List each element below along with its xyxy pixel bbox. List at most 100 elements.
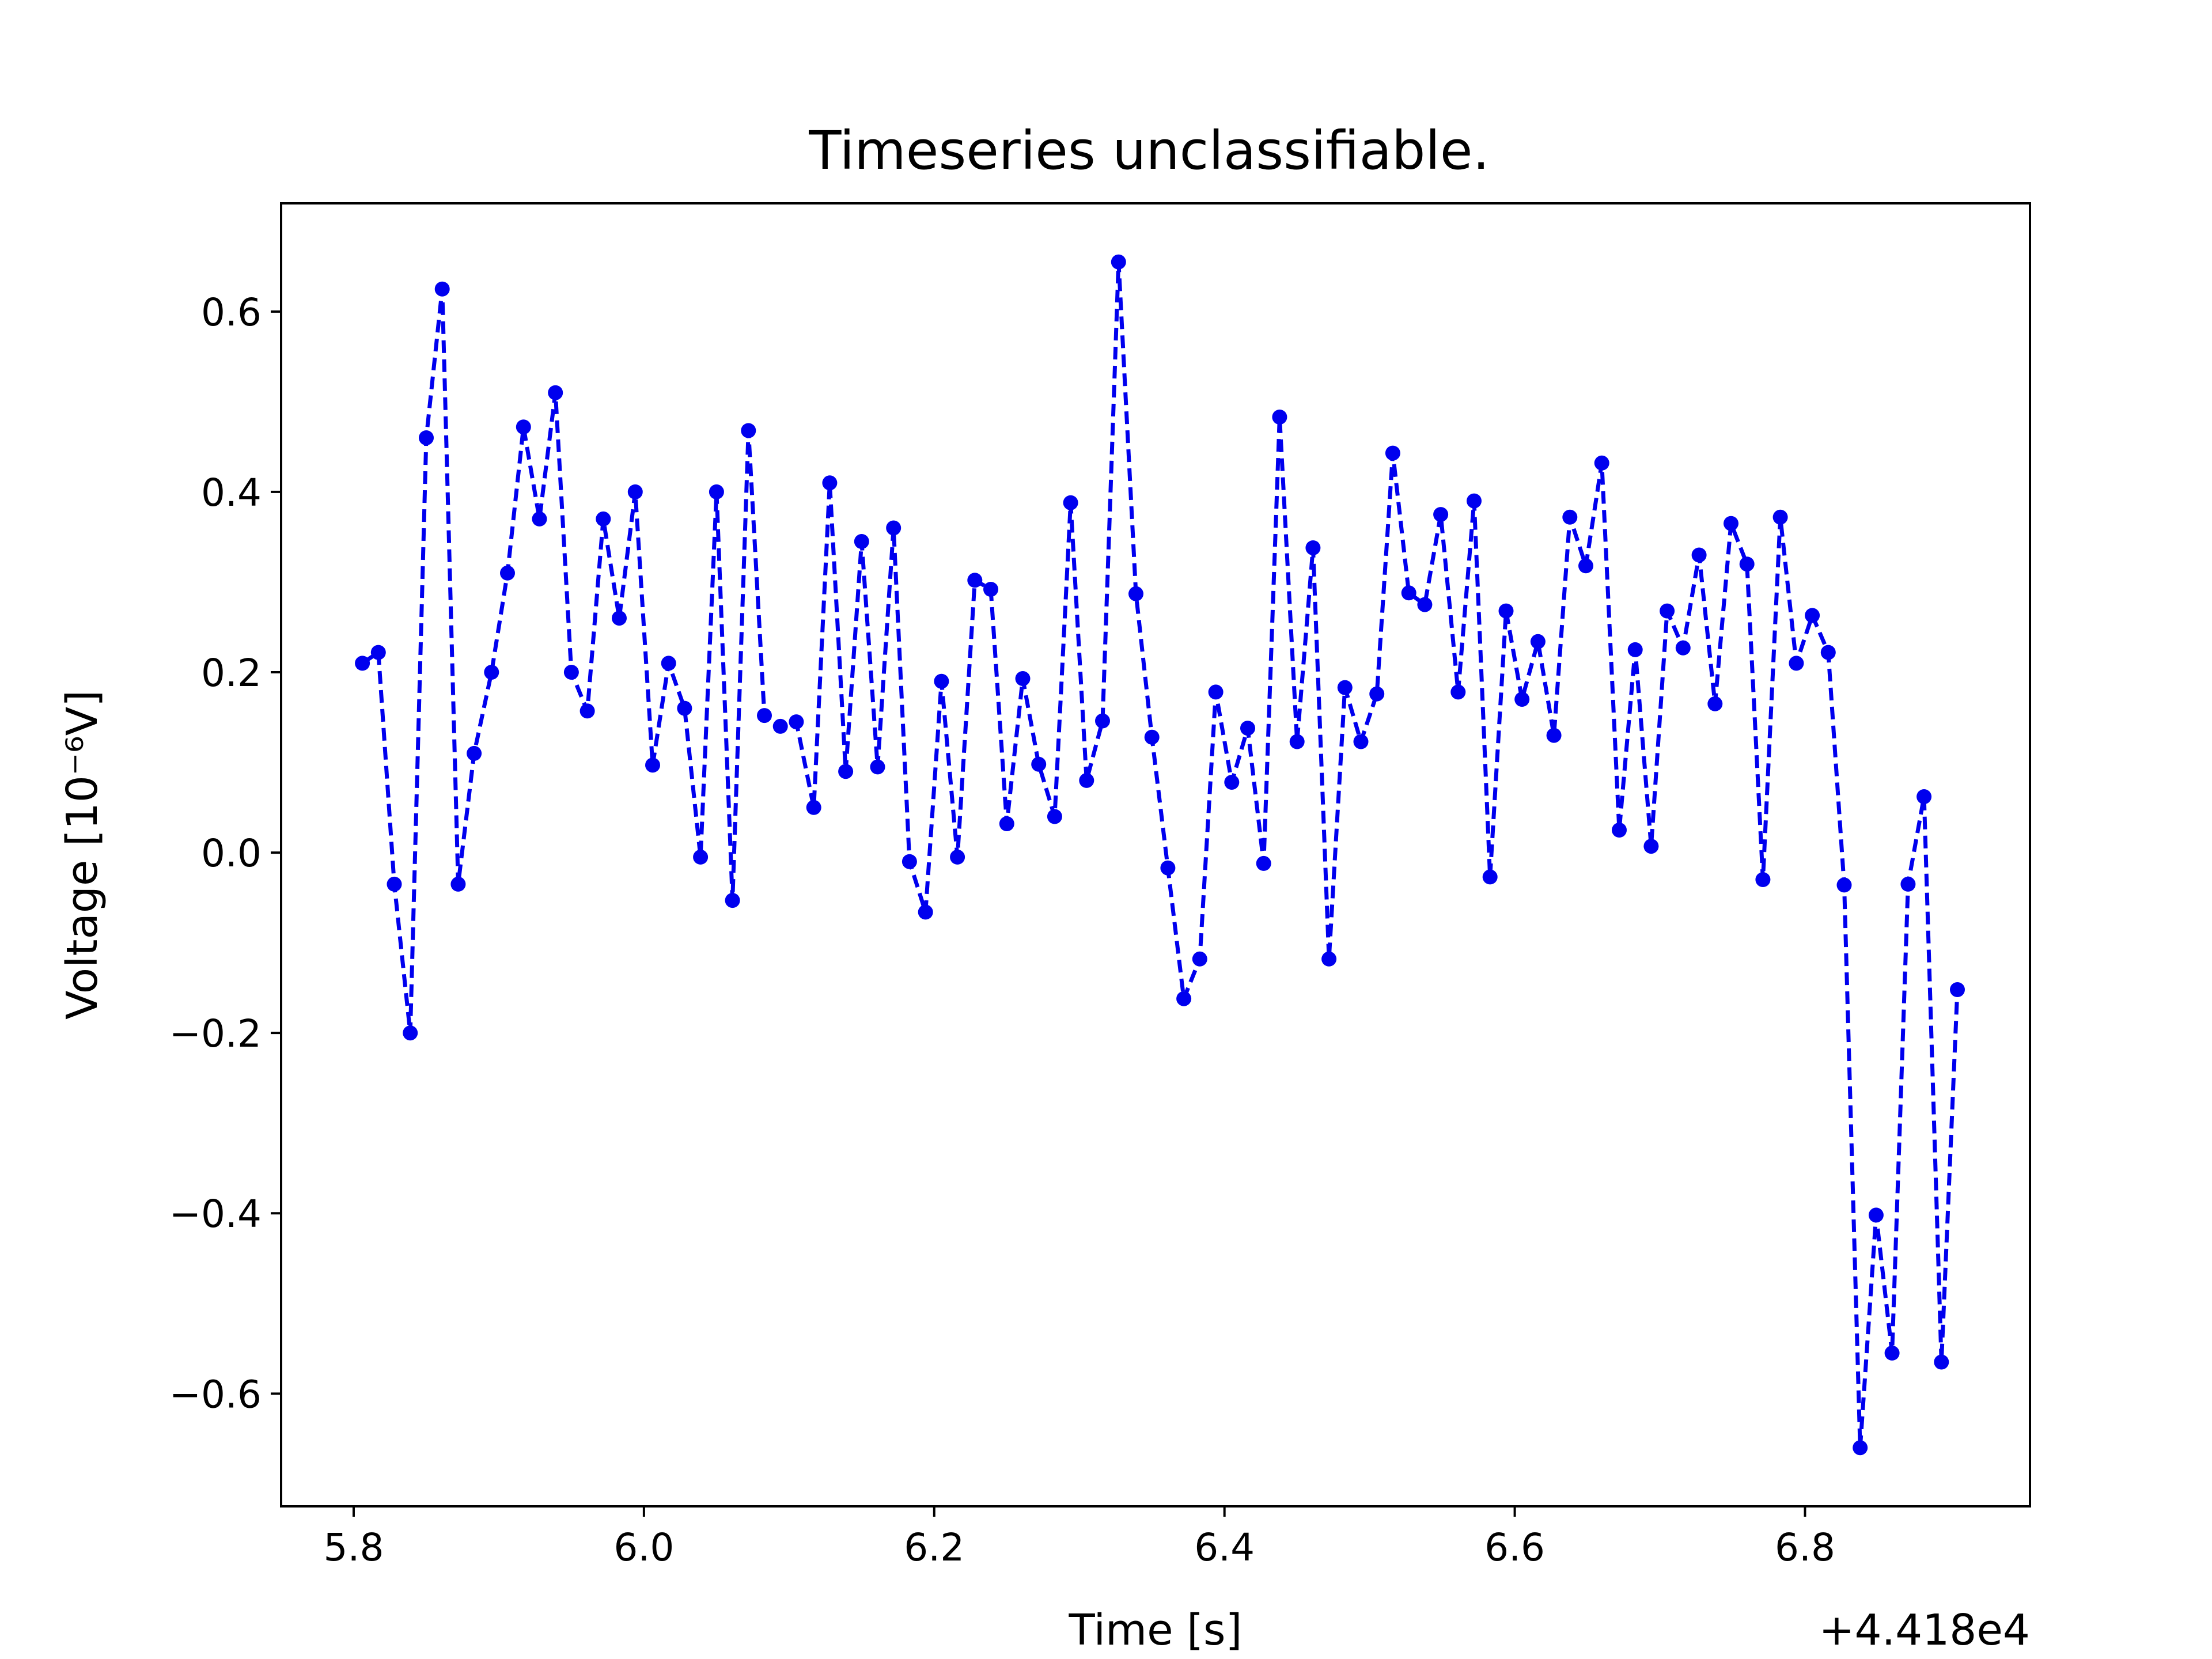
data-point [1820,645,1836,660]
data-point [579,703,595,719]
data-point [661,656,676,671]
data-point [1643,839,1659,854]
data-point [1450,684,1466,700]
data-point [1612,823,1627,838]
data-point [355,656,370,671]
data-point [1675,640,1691,656]
data-point [1739,556,1755,572]
data-point [999,816,1014,831]
y-tick-label: −0.2 [169,1012,262,1056]
data-point [918,904,933,920]
x-tick-label: 6.8 [1775,1525,1835,1570]
x-axis-label: Time [s] [1069,1605,1243,1655]
data-point [1578,558,1593,574]
x-tick-label: 6.0 [613,1525,674,1570]
data-point [1660,603,1675,619]
plot-area [355,254,1965,1456]
x-tick-label: 6.6 [1484,1525,1545,1570]
data-point [1079,772,1094,788]
data-point [950,849,965,865]
data-point [1772,509,1788,525]
data-point [1755,872,1771,887]
data-point [1144,729,1160,745]
data-point [1031,756,1047,772]
data-point [1272,410,1287,425]
data-point [1467,493,1482,509]
data-point [419,430,434,445]
data-point [725,893,740,908]
data-point [677,700,692,716]
data-point [1256,855,1271,871]
data-point [1530,634,1546,649]
data-point [1805,608,1820,623]
data-point [596,511,611,527]
data-point [1594,455,1609,471]
y-tick-label: 0.0 [201,831,262,876]
data-point [1498,603,1514,619]
x-axis-offset-label: +4.418e4 [1819,1605,2030,1655]
data-point [1095,713,1110,729]
data-point [967,573,983,588]
data-point [548,385,563,400]
axes-frame [280,202,2031,1508]
data-point [1900,876,1916,892]
data-point [1724,516,1738,531]
x-axis: 5.8 6.0 6.2 6.4 6.6 6.8 [323,1506,1835,1570]
data-point [757,708,772,724]
data-point [854,534,869,549]
data-point [645,757,660,773]
data-point [1321,951,1337,967]
data-point [1160,860,1176,876]
chart-title: Timeseries unclassifiable. [808,120,1490,181]
data-point [1208,684,1224,700]
data-point [1015,671,1031,686]
data-point [741,423,756,438]
data-point [1111,254,1126,270]
y-tick-label: 0.2 [201,651,262,695]
data-point [1514,692,1530,707]
data-point [1950,982,1965,997]
data-point [1240,721,1255,736]
data-point [789,714,804,730]
data-point [934,673,949,689]
data-point [1047,809,1062,824]
data-point [1289,734,1305,749]
data-point [1369,686,1385,702]
y-tick-label: −0.4 [169,1192,262,1236]
y-axis: 0.6 0.4 0.2 0.0 −0.2 −0.4 −0.6 [169,290,281,1416]
data-point [886,520,902,536]
y-tick-label: 0.6 [201,290,262,335]
data-point [1836,877,1852,893]
data-point [806,800,821,815]
series-line [361,260,1960,1450]
data-point [983,582,998,597]
data-point [467,745,482,761]
data-point [1789,656,1804,671]
data-point [1627,642,1643,657]
data-point [1224,775,1240,790]
data-point [902,854,917,869]
data-point [838,764,854,779]
y-tick-label: −0.6 [169,1372,262,1416]
data-point [1385,445,1400,461]
data-point [387,876,402,892]
data-point [627,484,643,499]
data-point [1482,869,1498,885]
data-point [1853,1440,1868,1456]
data-point [1417,597,1433,612]
data-point [1176,991,1192,1006]
data-point [1337,680,1353,695]
data-point [1707,696,1723,711]
data-point [1868,1207,1884,1223]
data-point [693,849,709,865]
data-point [450,876,466,892]
data-point [1884,1345,1900,1361]
data-point [709,484,724,499]
data-point [1353,734,1369,749]
data-point [1546,728,1562,743]
data-point [870,759,885,775]
data-point [1934,1354,1949,1370]
y-axis-label: Voltage [10⁻⁶V] [58,690,107,1020]
data-point [1305,540,1321,555]
data-point [1401,585,1416,601]
